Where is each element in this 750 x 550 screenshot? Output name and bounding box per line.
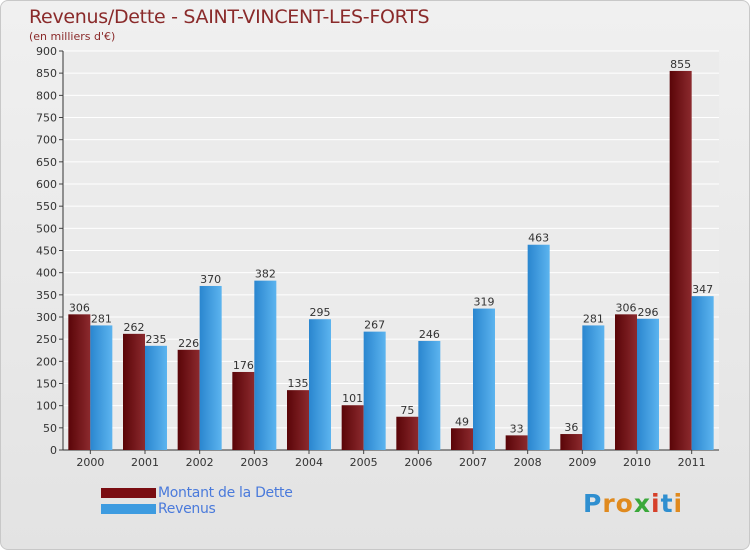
data-label: 135	[288, 377, 309, 390]
logo-letter-2: o	[615, 489, 634, 518]
y-tick-label: 850	[36, 67, 57, 80]
chart-subtitle: (en milliers d'€)	[29, 30, 116, 43]
x-tick-label: 2009	[568, 456, 596, 469]
y-tick-label: 350	[36, 289, 57, 302]
x-tick-label: 2008	[514, 456, 542, 469]
data-label: 262	[124, 321, 145, 334]
x-tick-label: 2007	[459, 456, 487, 469]
chart-title: Revenus/Dette - SAINT-VINCENT-LES-FORTS	[29, 6, 430, 28]
x-tick-label: 2010	[623, 456, 651, 469]
bar-dette	[505, 435, 528, 450]
y-tick-label: 600	[36, 178, 57, 191]
y-tick-label: 700	[36, 134, 57, 147]
data-label: 33	[510, 422, 524, 435]
x-tick-label: 2000	[76, 456, 104, 469]
y-tick-label: 400	[36, 267, 57, 280]
bar-dette	[451, 428, 473, 450]
legend: Montant de la Dette Revenus	[101, 485, 293, 517]
y-tick-label: 900	[36, 45, 57, 58]
data-label: 370	[200, 273, 221, 286]
bar-revenus	[309, 319, 331, 450]
data-label: 855	[670, 58, 691, 71]
y-tick-label: 300	[36, 311, 57, 324]
bar-revenus	[527, 244, 550, 450]
bar-revenus	[637, 318, 659, 450]
legend-label-revenus: Revenus	[158, 501, 216, 517]
bar-dette	[560, 434, 583, 450]
bar-dette	[341, 405, 364, 450]
logo-letter-1: r	[602, 489, 616, 518]
y-tick-label: 650	[36, 156, 57, 169]
legend-item-dette: Montant de la Dette	[101, 485, 293, 501]
bar-revenus	[473, 308, 495, 450]
data-label: 306	[69, 301, 90, 314]
x-tick-label: 2004	[295, 456, 323, 469]
data-label: 463	[528, 232, 549, 245]
y-tick-label: 450	[36, 245, 57, 258]
data-label: 49	[455, 415, 469, 428]
y-tick-label: 550	[36, 200, 57, 213]
data-label: 226	[178, 337, 199, 350]
y-tick-label: 250	[36, 333, 57, 346]
bar-revenus	[582, 325, 605, 450]
legend-swatch-dette	[101, 488, 156, 498]
legend-label-dette: Montant de la Dette	[158, 485, 293, 501]
logo-letter-3: x	[633, 489, 651, 518]
data-label: 101	[342, 392, 363, 405]
y-tick-label: 200	[36, 355, 57, 368]
data-label: 295	[310, 306, 331, 319]
bar-dette	[396, 416, 419, 450]
x-tick-label: 2001	[131, 456, 159, 469]
data-label: 382	[255, 268, 276, 281]
data-label: 347	[692, 283, 713, 296]
data-label: 36	[564, 421, 578, 434]
data-label: 281	[583, 312, 604, 325]
data-label: 246	[419, 328, 440, 341]
logo-letter-0: P	[583, 489, 603, 518]
data-label: 75	[400, 404, 414, 417]
x-tick-label: 2011	[678, 456, 706, 469]
bar-revenus	[199, 285, 222, 450]
y-tick-label: 50	[43, 422, 57, 435]
bar-revenus	[145, 345, 167, 450]
proxiti-logo: Proxiti	[583, 489, 683, 518]
y-tick-label: 750	[36, 112, 57, 125]
bar-dette	[232, 371, 255, 450]
bar-dette	[123, 333, 145, 450]
data-label: 319	[474, 296, 495, 309]
y-tick-label: 0	[50, 444, 57, 457]
bar-dette	[669, 70, 692, 450]
x-tick-label: 2006	[404, 456, 432, 469]
x-tick-label: 2002	[186, 456, 214, 469]
bar-revenus	[254, 280, 277, 450]
y-tick-label: 100	[36, 400, 57, 413]
bar-revenus	[691, 296, 714, 450]
bar-dette	[68, 314, 91, 450]
bar-revenus	[418, 340, 441, 450]
legend-item-revenus: Revenus	[101, 501, 293, 517]
logo-letter-6: i	[673, 489, 684, 518]
logo-letter-4: i	[651, 489, 661, 518]
x-tick-label: 2003	[240, 456, 268, 469]
data-label: 235	[146, 333, 167, 346]
data-label: 306	[616, 301, 637, 314]
x-tick-label: 2005	[350, 456, 378, 469]
data-label: 267	[364, 319, 385, 332]
bar-dette	[287, 390, 309, 450]
data-label: 281	[91, 312, 112, 325]
bar-revenus	[90, 325, 113, 450]
logo-letter-5: t	[660, 489, 674, 518]
bar-dette	[615, 314, 637, 450]
legend-swatch-revenus	[101, 504, 156, 514]
bar-revenus	[363, 331, 386, 450]
y-tick-label: 800	[36, 89, 57, 102]
y-tick-label: 500	[36, 222, 57, 235]
bar-dette	[177, 349, 200, 450]
data-label: 176	[233, 359, 254, 372]
y-tick-label: 150	[36, 378, 57, 391]
data-label: 296	[638, 306, 659, 319]
